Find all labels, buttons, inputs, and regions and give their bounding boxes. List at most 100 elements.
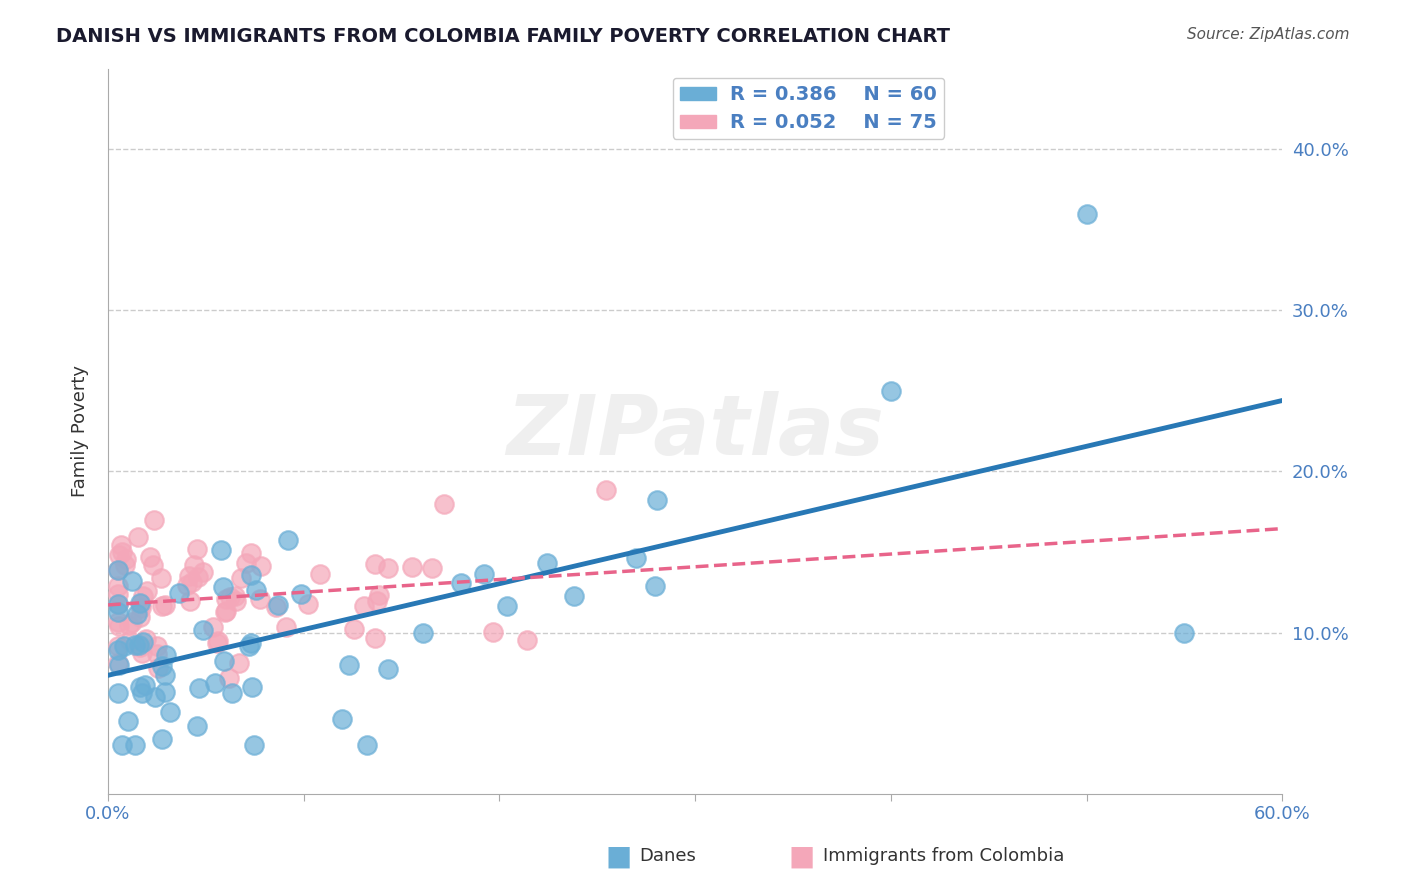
Point	[377, 662, 399, 676]
Text: ■: ■	[606, 842, 631, 871]
Point	[364, 557, 387, 571]
Point	[129, 597, 152, 611]
Point	[107, 579, 129, 593]
Text: Immigrants from Colombia: Immigrants from Colombia	[823, 847, 1064, 865]
Point	[115, 552, 138, 566]
Point	[135, 632, 157, 646]
Point	[187, 681, 209, 695]
Point	[129, 610, 152, 624]
Point	[153, 668, 176, 682]
Point	[139, 549, 162, 564]
Point	[107, 598, 129, 612]
Point	[132, 589, 155, 603]
Point	[150, 659, 173, 673]
Point	[496, 599, 519, 613]
Point	[214, 605, 236, 619]
Point	[128, 638, 150, 652]
Point	[155, 599, 177, 613]
Text: ■: ■	[789, 842, 814, 871]
Legend: R = 0.386    N = 60, R = 0.052    N = 75: R = 0.386 N = 60, R = 0.052 N = 75	[672, 78, 945, 139]
Point	[235, 557, 257, 571]
Point	[308, 566, 330, 581]
Point	[880, 384, 903, 398]
Point	[107, 615, 129, 629]
Point	[155, 648, 177, 662]
Point	[129, 681, 152, 695]
Point	[150, 599, 173, 613]
Point	[128, 596, 150, 610]
Point	[186, 719, 208, 733]
Point	[277, 533, 299, 548]
Point	[212, 580, 235, 594]
Point	[472, 567, 495, 582]
Point	[112, 640, 135, 654]
Point	[107, 639, 129, 653]
Point	[120, 633, 142, 648]
Point	[186, 541, 208, 556]
Point	[117, 714, 139, 728]
Point	[218, 590, 240, 604]
Point	[218, 672, 240, 686]
Point	[297, 597, 319, 611]
Point	[118, 617, 141, 632]
Point	[243, 739, 266, 753]
Point	[179, 594, 201, 608]
Point	[153, 685, 176, 699]
Point	[240, 680, 263, 694]
Point	[134, 678, 156, 692]
Point	[207, 634, 229, 648]
Point	[143, 690, 166, 705]
Point	[343, 622, 366, 636]
Point	[107, 686, 129, 700]
Text: Danes: Danes	[640, 847, 696, 865]
Point	[267, 598, 290, 612]
Point	[107, 643, 129, 657]
Point	[401, 560, 423, 574]
Point	[159, 705, 181, 719]
Point	[433, 497, 456, 511]
Point	[562, 589, 585, 603]
Point	[412, 625, 434, 640]
Point	[1076, 206, 1098, 220]
Point	[169, 586, 191, 600]
Point	[201, 620, 224, 634]
Point	[228, 656, 250, 670]
Point	[107, 598, 129, 612]
Point	[181, 574, 204, 589]
Point	[121, 574, 143, 588]
Point	[364, 632, 387, 646]
Point	[1173, 625, 1195, 640]
Point	[366, 593, 388, 607]
Point	[146, 639, 169, 653]
Point	[377, 561, 399, 575]
Point	[215, 592, 238, 607]
Point	[177, 569, 200, 583]
Point	[129, 600, 152, 615]
Point	[107, 587, 129, 601]
Point	[107, 657, 129, 671]
Point	[145, 647, 167, 661]
Point	[131, 686, 153, 700]
Point	[107, 658, 129, 673]
Point	[111, 545, 134, 559]
Point	[337, 657, 360, 672]
Point	[229, 570, 252, 584]
Point	[224, 589, 246, 603]
Point	[107, 605, 129, 619]
Point	[536, 557, 558, 571]
Point	[644, 578, 666, 592]
Text: Source: ZipAtlas.com: Source: ZipAtlas.com	[1187, 27, 1350, 42]
Point	[107, 563, 129, 577]
Point	[132, 635, 155, 649]
Point	[356, 739, 378, 753]
Point	[108, 548, 131, 562]
Point	[290, 587, 312, 601]
Point	[142, 558, 165, 573]
Point	[176, 578, 198, 592]
Point	[110, 538, 132, 552]
Point	[108, 619, 131, 633]
Point	[150, 731, 173, 746]
Point	[245, 582, 267, 597]
Point	[516, 632, 538, 647]
Point	[595, 483, 617, 497]
